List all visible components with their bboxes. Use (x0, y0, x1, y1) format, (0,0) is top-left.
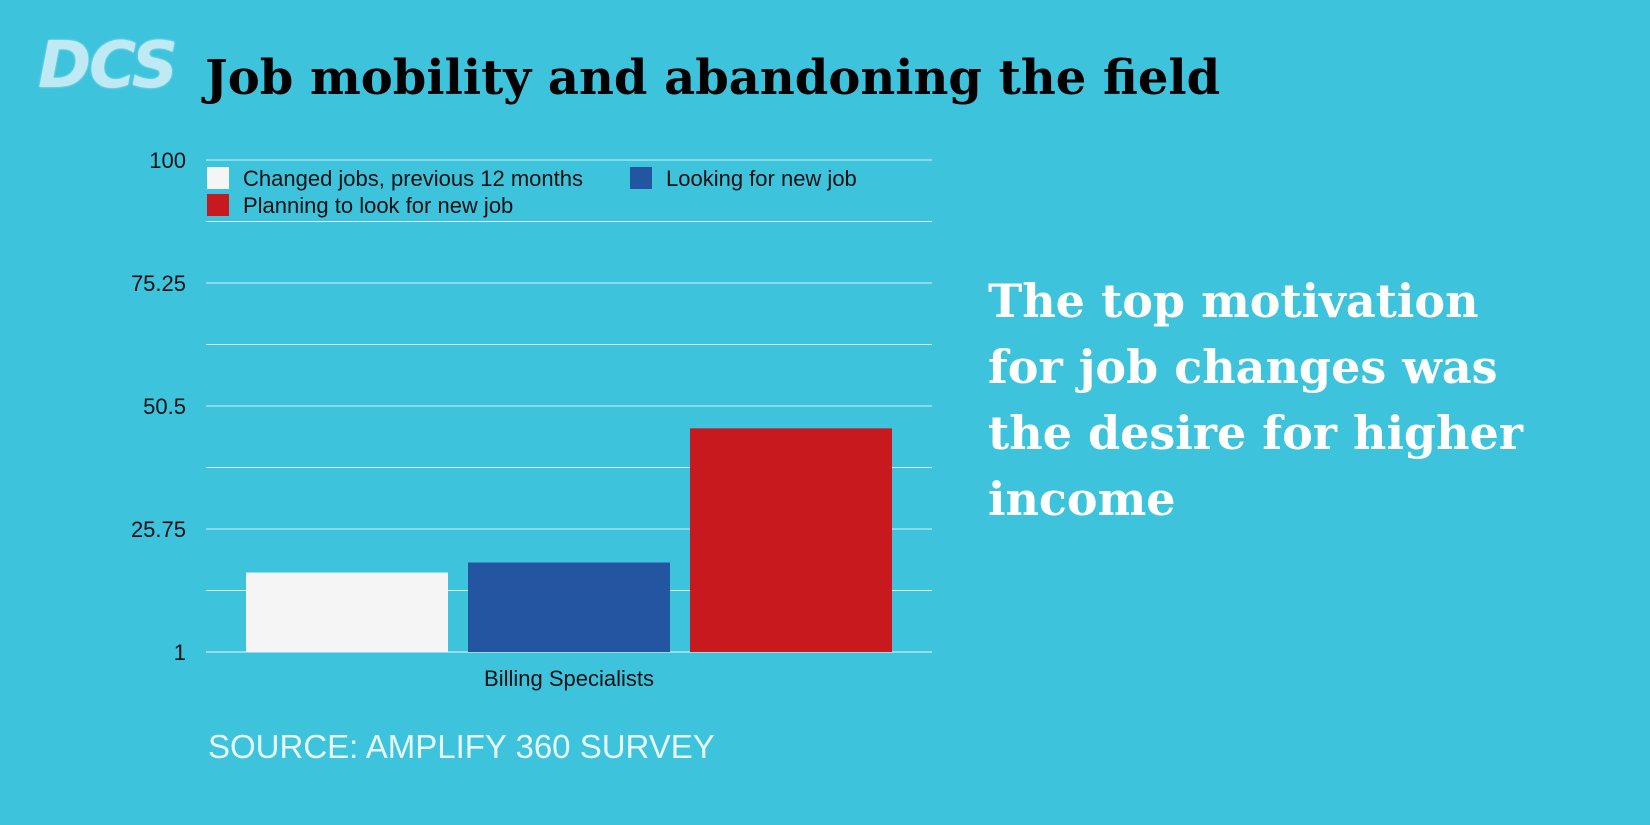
dcs-logo: DCS (38, 29, 178, 103)
bar-chart: 1 25.75 50.5 75.25 100 Billing Specialists C… (131, 148, 932, 691)
legend-label: Planning to look for new job (243, 193, 513, 218)
bar-changed-jobs-previous-12-months (246, 572, 448, 652)
legend: Changed jobs, previous 12 months Looking … (207, 166, 857, 218)
bars (246, 428, 892, 652)
y-tick-label: 100 (149, 148, 186, 173)
y-tick-label: 1 (174, 640, 186, 665)
y-tick-label: 75.25 (131, 271, 186, 296)
y-axis-ticks: 1 25.75 50.5 75.25 100 (131, 148, 186, 665)
legend-swatch (207, 167, 229, 189)
callout-text: The top motivation for job changes was t… (988, 274, 1524, 526)
chart-title: Job mobility and abandoning the field (205, 50, 1221, 106)
y-tick-label: 25.75 (131, 517, 186, 542)
legend-label: Looking for new job (666, 166, 857, 191)
bar-looking-for-new-job (468, 562, 670, 652)
legend-swatch (207, 194, 229, 216)
bar-planning-to-look-for-new-job (690, 428, 892, 652)
legend-swatch (630, 167, 652, 189)
x-category-label: Billing Specialists (484, 666, 654, 691)
x-axis-labels: Billing Specialists (484, 666, 654, 691)
legend-label: Changed jobs, previous 12 months (243, 166, 583, 191)
y-tick-label: 50.5 (143, 394, 186, 419)
source-note: SOURCE: AMPLIFY 360 SURVEY (208, 728, 715, 765)
